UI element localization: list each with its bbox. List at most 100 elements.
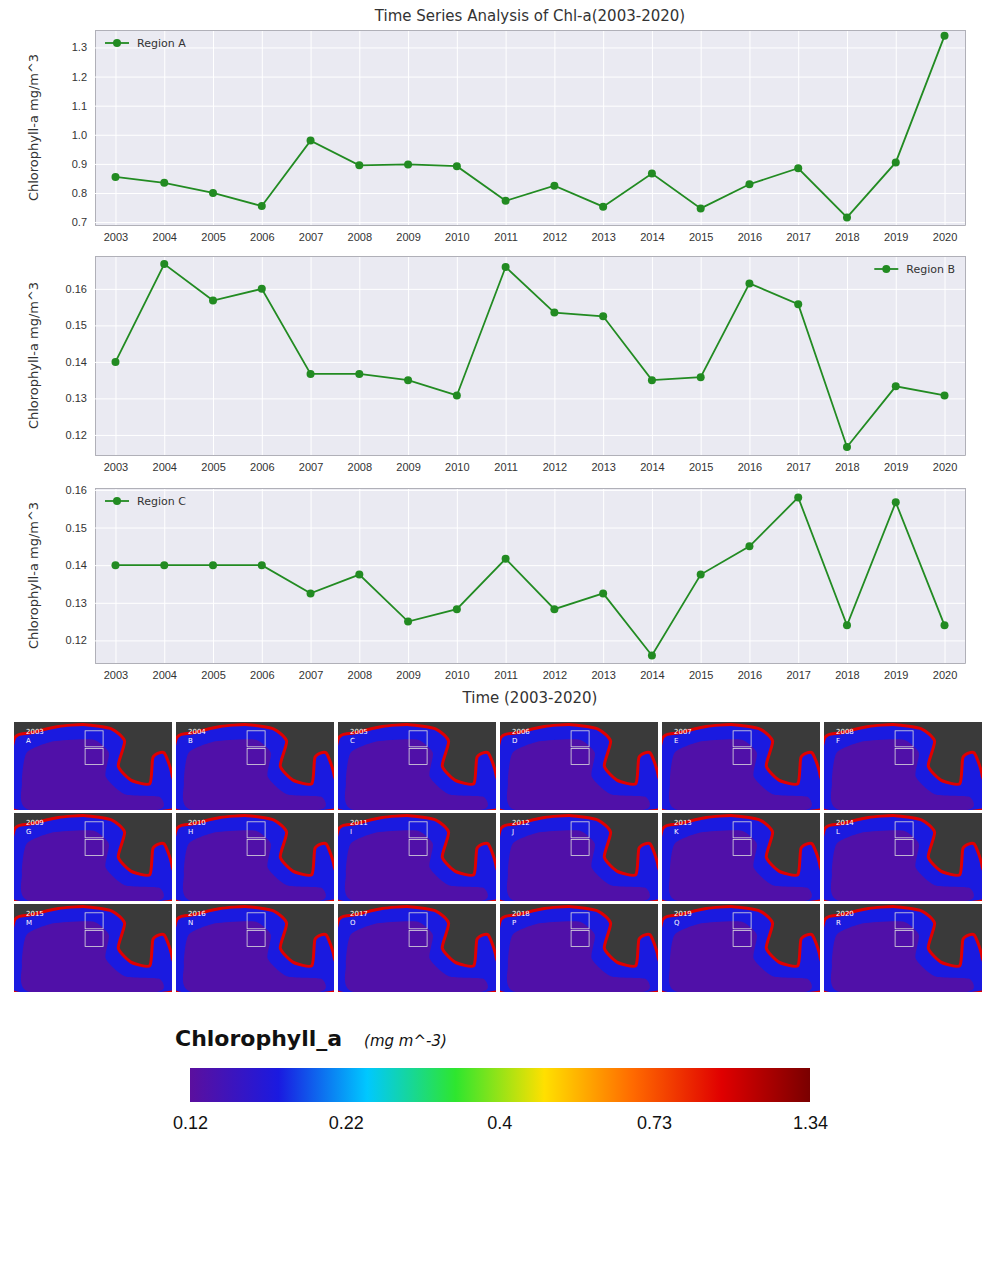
x-tick-label: 2009 bbox=[396, 461, 420, 473]
y-grid-line bbox=[95, 640, 965, 641]
map-year: 2009 bbox=[26, 819, 44, 827]
data-point bbox=[209, 189, 217, 197]
x-grid-line bbox=[896, 488, 897, 663]
x-tick-label: 2005 bbox=[201, 669, 225, 681]
y-tick: 1.2 bbox=[72, 71, 965, 83]
x-tick-label: 2018 bbox=[835, 231, 859, 243]
y-tick-label: 0.13 bbox=[66, 597, 87, 609]
legend-marker bbox=[113, 39, 121, 47]
x-tick: 2008 bbox=[348, 30, 372, 243]
y-grid-line bbox=[95, 398, 965, 399]
data-point bbox=[550, 309, 558, 317]
x-tick: 2013 bbox=[591, 488, 615, 681]
map-open-ocean bbox=[507, 830, 650, 901]
map-open-ocean bbox=[669, 739, 812, 810]
x-tick-label: 2011 bbox=[494, 231, 518, 243]
x-grid-line bbox=[311, 256, 312, 455]
map-sea bbox=[14, 725, 172, 810]
x-tick-label: 2013 bbox=[591, 669, 615, 681]
map-panel: 2013K bbox=[655, 813, 828, 905]
x-tick: 2007 bbox=[299, 488, 323, 681]
x-tick-label: 2015 bbox=[689, 461, 713, 473]
x-tick: 2005 bbox=[201, 256, 225, 473]
x-tick: 2003 bbox=[104, 30, 128, 243]
x-grid-line bbox=[652, 30, 653, 225]
y-tick: 0.16 bbox=[66, 283, 965, 295]
map-sea bbox=[176, 816, 334, 901]
region-box bbox=[571, 748, 589, 764]
x-tick-label: 2012 bbox=[543, 669, 567, 681]
x-tick: 2012 bbox=[543, 256, 567, 473]
colorbar-axis: 0.120.220.40.731.34 bbox=[173, 1102, 828, 1133]
x-tick: 2017 bbox=[786, 256, 810, 473]
data-line bbox=[115, 36, 944, 218]
x-grid-line bbox=[115, 488, 116, 663]
x-tick-label: 2014 bbox=[640, 669, 664, 681]
map-open-ocean bbox=[669, 830, 812, 901]
region-box bbox=[409, 913, 427, 929]
y-axis: 0.70.80.91.01.11.21.3 bbox=[72, 31, 965, 229]
x-tick-label: 2020 bbox=[933, 461, 957, 473]
x-grid-line bbox=[603, 488, 604, 663]
x-grid-line bbox=[847, 488, 848, 663]
x-tick-label: 2009 bbox=[396, 231, 420, 243]
region-box bbox=[409, 930, 427, 946]
data-point bbox=[453, 391, 461, 399]
x-tick: 2009 bbox=[396, 30, 420, 243]
map-year: 2018 bbox=[512, 910, 530, 918]
map-year: 2005 bbox=[350, 728, 368, 736]
data-point bbox=[794, 300, 802, 308]
data-point bbox=[111, 173, 119, 181]
y-grid-line bbox=[95, 362, 965, 363]
map-sea bbox=[824, 816, 982, 901]
y-tick-label: 0.13 bbox=[66, 392, 87, 404]
x-tick-label: 2015 bbox=[689, 231, 713, 243]
map-panel: 2003A bbox=[7, 722, 180, 814]
x-grid-line bbox=[554, 256, 555, 455]
x-tick-label: 2007 bbox=[299, 231, 323, 243]
x-grid-line bbox=[213, 256, 214, 455]
x-tick: 2011 bbox=[494, 488, 518, 681]
data-point bbox=[355, 161, 363, 169]
region-box bbox=[409, 822, 427, 838]
data-point bbox=[648, 651, 656, 659]
map-panel: 2018P bbox=[493, 904, 666, 996]
colorbar-tick-label: 1.34 bbox=[793, 1113, 828, 1133]
map-sea bbox=[662, 816, 820, 901]
map-panel: 2010H bbox=[169, 813, 342, 905]
x-tick-label: 2010 bbox=[445, 669, 469, 681]
data-point bbox=[111, 358, 119, 366]
x-tick: 2003 bbox=[104, 256, 128, 473]
map-open-ocean bbox=[21, 830, 164, 901]
panel: 2003200420052006200720082009201020112012… bbox=[26, 7, 966, 243]
x-tick-label: 2004 bbox=[153, 669, 177, 681]
x-tick-label: 2017 bbox=[786, 231, 810, 243]
plot-background bbox=[95, 256, 965, 455]
map-open-ocean bbox=[669, 921, 812, 992]
x-grid-line bbox=[213, 488, 214, 663]
y-grid-line bbox=[95, 164, 965, 165]
panel: 2003200420052006200720082009201020112012… bbox=[26, 484, 966, 707]
x-grid-line bbox=[164, 488, 165, 663]
x-axis-line bbox=[96, 30, 966, 226]
legend-item: Region B bbox=[874, 263, 955, 276]
map-letter: E bbox=[674, 737, 678, 745]
map-letter: G bbox=[26, 828, 31, 836]
y-tick-label: 0.14 bbox=[66, 559, 87, 571]
x-tick: 2008 bbox=[348, 256, 372, 473]
map-letter: P bbox=[512, 919, 516, 927]
region-box bbox=[895, 913, 913, 929]
region-box bbox=[571, 930, 589, 946]
x-tick: 2014 bbox=[640, 30, 664, 243]
x-tick-label: 2012 bbox=[543, 461, 567, 473]
legend-label: Region A bbox=[137, 37, 186, 50]
data-point bbox=[843, 621, 851, 629]
y-tick: 1.1 bbox=[72, 100, 965, 112]
x-grid-line bbox=[554, 488, 555, 663]
map-open-ocean bbox=[831, 830, 974, 901]
x-tick: 2017 bbox=[786, 488, 810, 681]
x-tick-label: 2009 bbox=[396, 669, 420, 681]
map-year: 2004 bbox=[188, 728, 206, 736]
data-point bbox=[697, 571, 705, 579]
data-line bbox=[115, 264, 944, 447]
